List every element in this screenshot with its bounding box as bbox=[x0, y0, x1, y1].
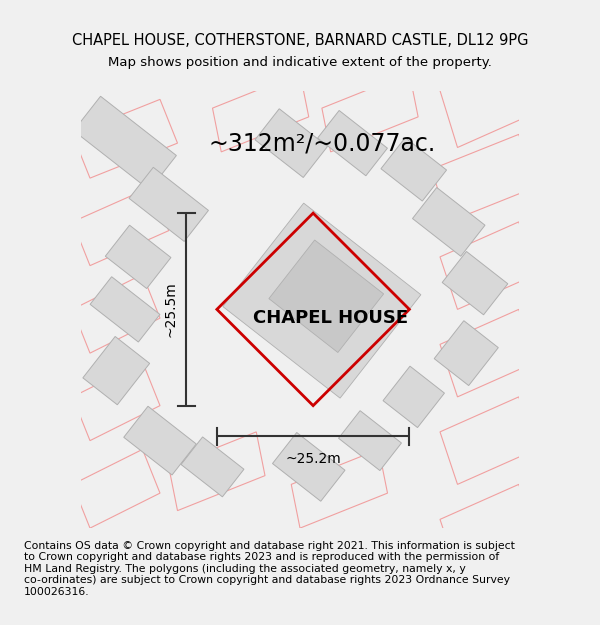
Polygon shape bbox=[434, 321, 499, 386]
Polygon shape bbox=[255, 109, 328, 177]
Text: CHAPEL HOUSE: CHAPEL HOUSE bbox=[253, 309, 408, 327]
Polygon shape bbox=[223, 203, 421, 398]
Polygon shape bbox=[442, 251, 508, 315]
Polygon shape bbox=[74, 96, 176, 190]
Text: CHAPEL HOUSE, COTHERSTONE, BARNARD CASTLE, DL12 9PG: CHAPEL HOUSE, COTHERSTONE, BARNARD CASTL… bbox=[72, 33, 528, 48]
Text: ~25.5m: ~25.5m bbox=[163, 281, 178, 338]
Polygon shape bbox=[338, 411, 401, 471]
Text: Contains OS data © Crown copyright and database right 2021. This information is : Contains OS data © Crown copyright and d… bbox=[24, 541, 515, 597]
Text: ~25.2m: ~25.2m bbox=[285, 451, 341, 466]
Polygon shape bbox=[124, 406, 196, 475]
Text: Map shows position and indicative extent of the property.: Map shows position and indicative extent… bbox=[108, 56, 492, 69]
Polygon shape bbox=[383, 366, 445, 428]
Polygon shape bbox=[272, 432, 345, 501]
Polygon shape bbox=[381, 138, 446, 201]
Polygon shape bbox=[269, 240, 383, 352]
Polygon shape bbox=[317, 111, 388, 176]
Polygon shape bbox=[90, 277, 160, 342]
Polygon shape bbox=[412, 188, 485, 256]
Polygon shape bbox=[129, 168, 208, 241]
Polygon shape bbox=[83, 336, 149, 405]
Polygon shape bbox=[106, 225, 171, 289]
Text: ~312m²/~0.077ac.: ~312m²/~0.077ac. bbox=[208, 131, 436, 155]
Polygon shape bbox=[181, 437, 244, 497]
